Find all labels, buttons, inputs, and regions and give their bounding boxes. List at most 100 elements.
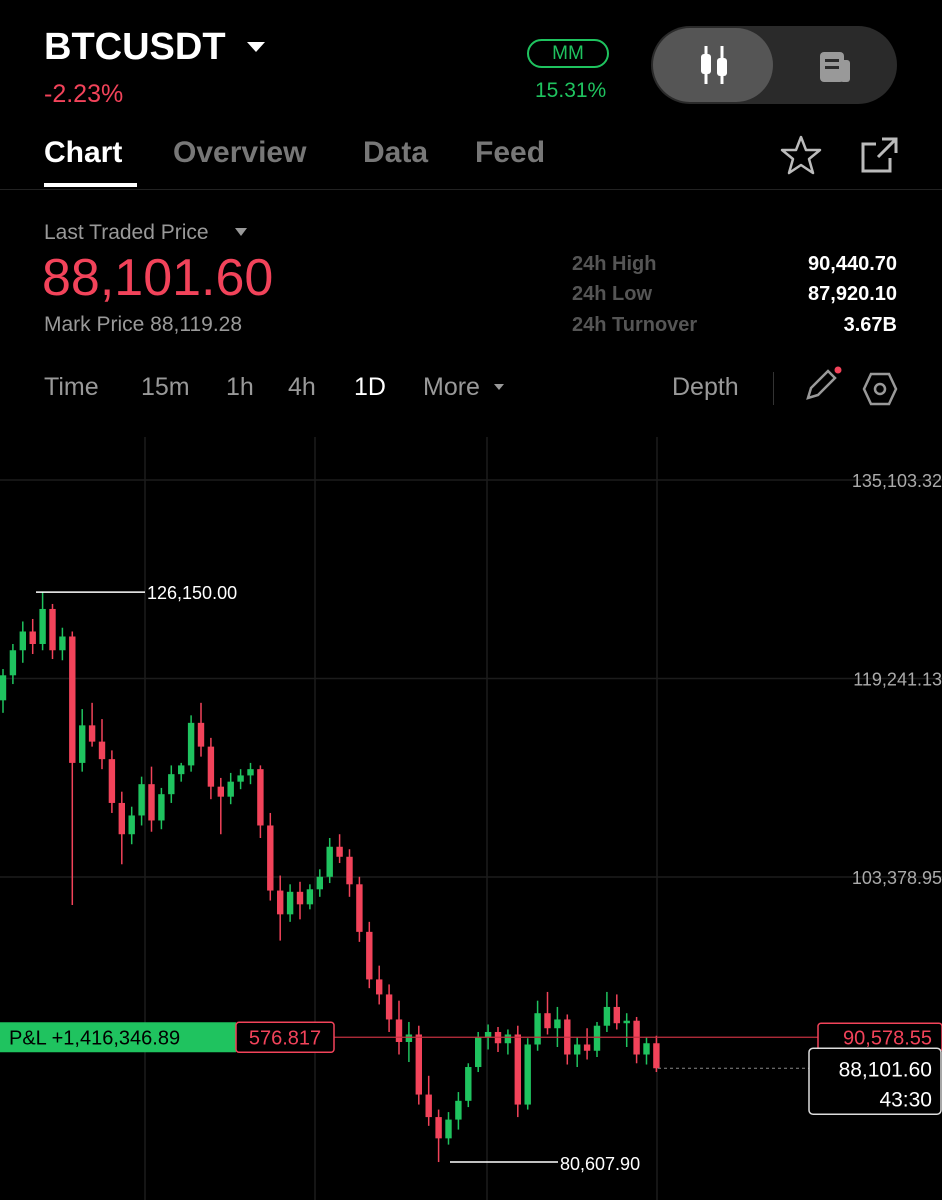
candle-body (593, 1025, 601, 1051)
pnl-box (0, 1022, 236, 1053)
settings-icon[interactable] (862, 371, 898, 407)
candle-body (623, 1020, 630, 1024)
stat-label: 24h Turnover (572, 314, 698, 336)
timeframe[interactable]: 15m (141, 373, 190, 401)
symbol[interactable]: BTCUSDT (44, 26, 226, 68)
last-price-box (808, 1047, 942, 1116)
candle-body (326, 846, 333, 877)
pnl-label: P&L +1,416,346.89 (9, 1027, 180, 1049)
candle-body (583, 1044, 591, 1051)
badge[interactable]: MM (527, 39, 609, 68)
candle-body (385, 994, 393, 1020)
candle-body (544, 1013, 551, 1029)
candle-view-button[interactable] (653, 28, 773, 102)
candle-body (29, 631, 36, 645)
tab[interactable]: Feed (475, 136, 546, 169)
badge-value: 15.31% (535, 79, 607, 102)
candle-body (98, 741, 106, 760)
last-price: 88,101.60 (42, 249, 274, 307)
candle-body (59, 636, 66, 651)
candle-body (554, 1019, 561, 1029)
candle-body (465, 1067, 472, 1101)
candle-body (158, 794, 165, 821)
candle-body (405, 1034, 413, 1042)
candlestick-chart: 103,378.95 119,241.13 135,103.32 126,150.00… (0, 437, 942, 1200)
qty-label: 576.817 (249, 1027, 321, 1049)
qty-box (235, 1021, 335, 1054)
candle-body (484, 1031, 492, 1037)
tab-underline (44, 183, 137, 187)
candle-body (603, 1006, 611, 1026)
candle-body (306, 889, 314, 905)
candle-body (118, 802, 125, 835)
candle-body (475, 1036, 482, 1068)
star-icon[interactable] (780, 134, 822, 176)
candle-body (237, 775, 244, 782)
separator (773, 372, 774, 405)
divider (0, 189, 942, 190)
candle-body (425, 1094, 432, 1118)
last-price-label: 88,101.60 (839, 1058, 932, 1081)
candle-body (653, 1043, 660, 1069)
candle-body (79, 725, 86, 763)
timeframe[interactable]: 1D (354, 373, 386, 401)
share-icon[interactable] (860, 136, 900, 174)
candle-body (217, 786, 224, 797)
low-label: 80,607.90 (560, 1154, 640, 1174)
y-tick-label: 103,378.95 (852, 868, 942, 888)
tab[interactable]: Chart (44, 136, 123, 169)
candle-body (9, 650, 17, 676)
price-label[interactable]: Last Traded Price (44, 221, 209, 244)
dropdown-icon (235, 228, 247, 236)
tab[interactable]: Overview (173, 136, 307, 169)
candle-body (286, 891, 294, 915)
stat-label: 24h High (572, 253, 657, 275)
candle-body (128, 815, 135, 835)
candle-body (574, 1044, 581, 1055)
candle-body (88, 725, 96, 742)
tab[interactable]: Data (363, 136, 429, 169)
candle-body (455, 1100, 462, 1120)
candle-body (277, 890, 284, 915)
candle-body (613, 1006, 620, 1024)
candle-body (0, 675, 7, 701)
timeframe[interactable]: 1h (226, 373, 254, 401)
candle-body (643, 1043, 650, 1055)
y-tick-label: 119,241.13 (853, 670, 942, 690)
candle-body (178, 765, 185, 775)
stat-value: 90,440.70 (808, 253, 897, 275)
candle-body (247, 769, 254, 776)
candle-body (445, 1119, 452, 1139)
draw-icon[interactable] (804, 364, 844, 404)
mark-price: Mark Price 88,119.28 (44, 313, 243, 336)
candle-body (376, 979, 383, 995)
dropdown-icon[interactable] (246, 40, 266, 54)
candle-body (69, 636, 76, 763)
high-label: 126,150.00 (147, 583, 237, 603)
stat-value: 3.67B (843, 314, 897, 336)
countdown: 43:30 (879, 1088, 932, 1111)
candle-body (108, 759, 116, 803)
candle-body (19, 631, 26, 651)
candle-body (148, 784, 155, 821)
candle-body (296, 891, 304, 905)
candle-body (207, 746, 215, 787)
candle-body (316, 876, 323, 890)
candle-body (227, 781, 234, 797)
position-price-label: 90,578.55 (843, 1027, 932, 1049)
candle-body (187, 722, 195, 766)
timeframe[interactable]: Time (44, 373, 99, 401)
depth-button[interactable]: Depth (672, 373, 739, 401)
y-tick-label: 135,103.32 (852, 471, 942, 491)
candle-body (168, 774, 175, 795)
change: -2.23% (44, 80, 124, 108)
timeframe[interactable]: 4h (288, 373, 316, 401)
timeframe[interactable]: More (423, 373, 480, 401)
stat-label: 24h Low (572, 283, 653, 305)
candle-body (336, 846, 343, 857)
candle-body (514, 1034, 521, 1105)
news-icon[interactable] (818, 50, 854, 84)
candle-body (197, 722, 205, 747)
candle-body (346, 856, 353, 885)
